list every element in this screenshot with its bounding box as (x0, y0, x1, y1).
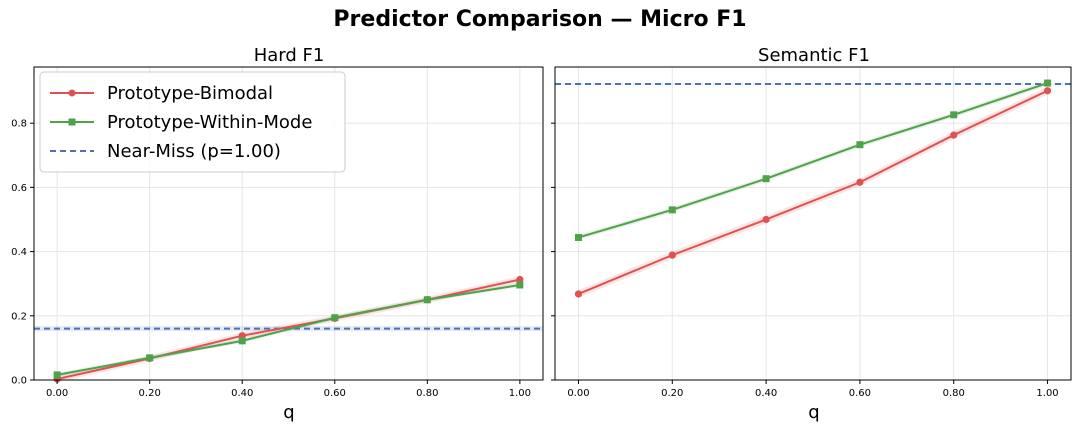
x-tick-label-hard-f1-2: 0.40 (231, 388, 253, 399)
point-within-mode-semantic-f1-1 (668, 206, 676, 214)
x-tick-label-semantic-f1-4: 0.80 (943, 388, 965, 399)
series-lines-semantic-f1 (578, 82, 1048, 295)
ticks-semantic-f1: 0.00 0.20 0.40 0.60 0.80 1.00 (551, 122, 1059, 399)
y-tick-label-hard-f1-2: 0.4 (11, 247, 27, 258)
point-within-mode-semantic-f1-5 (1044, 79, 1052, 87)
y-tick-label-hard-f1-3: 0.6 (11, 183, 27, 194)
line-bimodal-semantic-f1 (578, 89, 1048, 295)
near-miss-line-semantic-f1 (555, 83, 1071, 86)
point-within-mode-hard-f1-4 (423, 296, 431, 304)
band-bimodal-semantic-f1 (578, 86, 1048, 298)
x-axis-label-semantic-f1: q (808, 402, 819, 423)
x-axis-label-hard-f1: q (283, 402, 294, 423)
x-tick-label-hard-f1-4: 0.80 (416, 388, 438, 399)
x-tick-label-hard-f1-1: 0.20 (139, 388, 161, 399)
point-within-mode-semantic-f1-0 (574, 233, 582, 241)
point-within-mode-hard-f1-5 (516, 281, 524, 289)
point-within-mode-hard-f1-2 (238, 337, 246, 345)
series-markers-semantic-f1 (574, 79, 1052, 298)
point-bimodal-semantic-f1-0 (574, 290, 583, 298)
x-tick-label-semantic-f1-0: 0.00 (567, 388, 589, 399)
point-within-mode-semantic-f1-2 (762, 175, 770, 183)
y-tick-label-hard-f1-0: 0.0 (11, 376, 27, 387)
band-within-mode-semantic-f1 (578, 80, 1048, 241)
legend-label-bimodal: Prototype-Bimodal (107, 83, 273, 104)
point-bimodal-semantic-f1-2 (762, 215, 770, 224)
legend-marker-within-mode (68, 118, 76, 126)
legend-label-within-mode: Prototype-Within-Mode (107, 112, 312, 133)
point-within-mode-hard-f1-0 (53, 371, 61, 379)
point-bimodal-semantic-f1-4 (950, 131, 958, 139)
x-tick-label-semantic-f1-2: 0.40 (755, 388, 777, 399)
line-within-mode-semantic-f1 (578, 82, 1048, 239)
point-within-mode-hard-f1-3 (331, 314, 339, 322)
x-tick-label-hard-f1-3: 0.60 (324, 388, 346, 399)
y-tick-label-hard-f1-1: 0.2 (11, 311, 27, 322)
series-lines-hard-f1 (56, 278, 521, 381)
point-bimodal-semantic-f1-1 (668, 251, 676, 259)
panel-title-semantic-f1: Semantic F1 (758, 45, 870, 66)
x-tick-label-semantic-f1-3: 0.60 (849, 388, 871, 399)
figure-title: Predictor Comparison — Micro F1 (333, 7, 746, 32)
panel-hard-f1: Hard F1 q 0.00 0.20 0.40 0.60 0.80 1.00 0.0 0.2… (11, 45, 544, 423)
point-bimodal-semantic-f1-3 (856, 178, 864, 186)
bands-semantic-f1 (578, 80, 1048, 298)
legend-marker-bimodal (68, 89, 76, 97)
x-tick-label-semantic-f1-1: 0.20 (661, 388, 683, 399)
axes-frame-semantic-f1 (554, 66, 1072, 381)
x-tick-label-semantic-f1-5: 1.00 (1036, 388, 1058, 399)
x-tick-label-hard-f1-0: 0.00 (46, 388, 68, 399)
x-tick-label-hard-f1-5: 1.00 (509, 388, 531, 399)
point-bimodal-hard-f1-5 (516, 275, 524, 284)
point-within-mode-hard-f1-1 (146, 354, 154, 362)
legend-box (39, 71, 346, 173)
ticks-hard-f1: 0.00 0.20 0.40 0.60 0.80 1.00 0.0 0.2 0.4 0.6 0.8 (11, 119, 531, 399)
panel-title-hard-f1: Hard F1 (254, 45, 325, 66)
point-within-mode-semantic-f1-3 (856, 141, 864, 149)
y-tick-label-hard-f1-4: 0.8 (11, 119, 27, 130)
legend: Prototype-Bimodal Prototype-Within-Mode … (39, 71, 346, 173)
panel-semantic-f1: Semantic F1 q 0.00 0.20 0.40 0.60 0.80 1.00 (551, 45, 1072, 423)
legend-label-near-miss: Near-Miss (p=1.00) (107, 141, 281, 162)
line-within-mode-hard-f1 (56, 283, 521, 376)
point-bimodal-semantic-f1-5 (1043, 87, 1052, 95)
near-miss-band-semantic-f1 (555, 83, 1071, 85)
series-markers-hard-f1 (53, 275, 524, 383)
axes-frame-hard-f1 (33, 66, 544, 381)
point-within-mode-semantic-f1-4 (950, 111, 958, 119)
